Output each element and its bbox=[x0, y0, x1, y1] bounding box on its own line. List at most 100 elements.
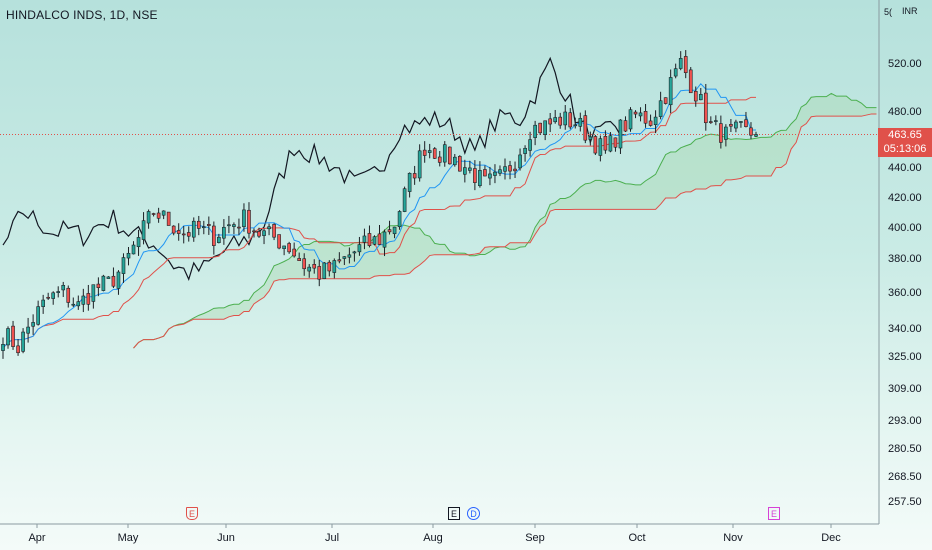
candle-body bbox=[212, 225, 216, 246]
candle-body bbox=[26, 326, 30, 334]
candle-body bbox=[447, 146, 452, 165]
price-tick-label: 280.50 bbox=[888, 443, 922, 455]
candle-body bbox=[327, 261, 332, 272]
candle-body bbox=[648, 120, 653, 126]
candle-body bbox=[352, 251, 357, 254]
candle-body bbox=[367, 233, 372, 246]
candle-body bbox=[588, 136, 593, 140]
candle-body bbox=[222, 226, 226, 239]
candle-body bbox=[101, 275, 106, 291]
candle-body bbox=[357, 244, 362, 253]
candle-body bbox=[518, 154, 522, 169]
price-tick-label: 293.00 bbox=[888, 415, 922, 427]
candle-body bbox=[573, 124, 578, 127]
candle-body bbox=[76, 301, 81, 307]
month-label: Apr bbox=[28, 532, 45, 544]
candle-body bbox=[653, 116, 658, 126]
candle-body bbox=[603, 136, 608, 151]
candle-body bbox=[508, 165, 512, 172]
candle-body bbox=[739, 121, 743, 123]
candle-body bbox=[16, 345, 20, 354]
candle-body bbox=[729, 124, 733, 127]
candle-body bbox=[548, 118, 552, 125]
candle-body bbox=[558, 116, 563, 126]
candle-body bbox=[46, 296, 50, 299]
candle-body bbox=[372, 236, 377, 245]
candle-body bbox=[523, 147, 527, 154]
candle-body bbox=[156, 212, 161, 219]
candle-body bbox=[292, 248, 296, 257]
price-tick-label: 325.00 bbox=[888, 351, 922, 363]
candle-body bbox=[427, 150, 432, 153]
candle-body bbox=[86, 293, 91, 305]
candle-body bbox=[61, 284, 66, 291]
candle-body bbox=[633, 111, 638, 115]
candle-body bbox=[452, 156, 457, 166]
candle-body bbox=[196, 220, 201, 229]
candle-body bbox=[252, 230, 256, 233]
price-tick-label: 480.00 bbox=[888, 106, 922, 118]
month-label: Aug bbox=[423, 532, 443, 544]
candle-body bbox=[407, 172, 412, 192]
candle-body bbox=[709, 121, 713, 123]
candle-body bbox=[668, 77, 673, 106]
candle-body bbox=[21, 331, 25, 352]
lagging-span-line bbox=[2, 56, 626, 281]
candle-body bbox=[287, 243, 291, 253]
current-price-tag: 463.65 bbox=[878, 128, 932, 143]
candle-body bbox=[11, 325, 15, 347]
candle-body bbox=[598, 138, 603, 156]
candle-body bbox=[297, 258, 301, 261]
candle-body bbox=[714, 120, 718, 122]
candle-body bbox=[387, 229, 392, 233]
candle-body bbox=[136, 237, 141, 248]
candle-body bbox=[392, 226, 397, 235]
candle-body bbox=[237, 226, 241, 229]
month-label: Nov bbox=[723, 532, 743, 544]
month-label: Jul bbox=[325, 532, 339, 544]
candle-body bbox=[151, 213, 156, 215]
candle-body bbox=[397, 211, 402, 228]
candle-body bbox=[734, 121, 738, 129]
price-tick-label: 268.50 bbox=[888, 471, 922, 483]
candle-body bbox=[608, 135, 613, 152]
candle-body bbox=[719, 123, 723, 143]
candle-body bbox=[724, 126, 728, 140]
candle-body bbox=[488, 173, 492, 179]
price-tick-label: 360.00 bbox=[888, 287, 922, 299]
candle-body bbox=[503, 166, 507, 172]
candle-body bbox=[618, 119, 623, 149]
candle-body bbox=[277, 234, 281, 249]
earnings-event-icon[interactable]: E bbox=[768, 507, 780, 520]
candle-body bbox=[71, 303, 76, 306]
earnings-event-icon[interactable]: E bbox=[186, 507, 198, 520]
candle-body bbox=[337, 259, 342, 262]
candle-body bbox=[688, 69, 693, 94]
candle-body bbox=[458, 156, 462, 172]
candle-body bbox=[362, 235, 367, 243]
candle-body bbox=[483, 169, 487, 177]
candle-body bbox=[141, 220, 146, 240]
dividend-event-icon[interactable]: D bbox=[467, 507, 480, 520]
candle-body bbox=[262, 230, 266, 236]
price-tick-label: 520.00 bbox=[888, 58, 922, 70]
price-tick-label: 309.00 bbox=[888, 383, 922, 395]
candle-body bbox=[377, 233, 382, 245]
candle-body bbox=[402, 188, 407, 212]
candle-body bbox=[111, 275, 116, 287]
candle-body bbox=[578, 118, 583, 127]
price-tick-label: 340.00 bbox=[888, 323, 922, 335]
candle-body bbox=[698, 94, 703, 101]
candle-body bbox=[302, 258, 307, 270]
candle-body bbox=[232, 224, 236, 227]
earnings-event-icon[interactable]: E bbox=[448, 507, 460, 520]
month-label: Dec bbox=[821, 532, 841, 544]
candle-body bbox=[207, 224, 211, 226]
candle-body bbox=[171, 225, 176, 234]
candle-body bbox=[126, 252, 131, 259]
base-line bbox=[2, 96, 756, 349]
candle-body bbox=[563, 111, 568, 126]
candle-body bbox=[473, 168, 477, 183]
